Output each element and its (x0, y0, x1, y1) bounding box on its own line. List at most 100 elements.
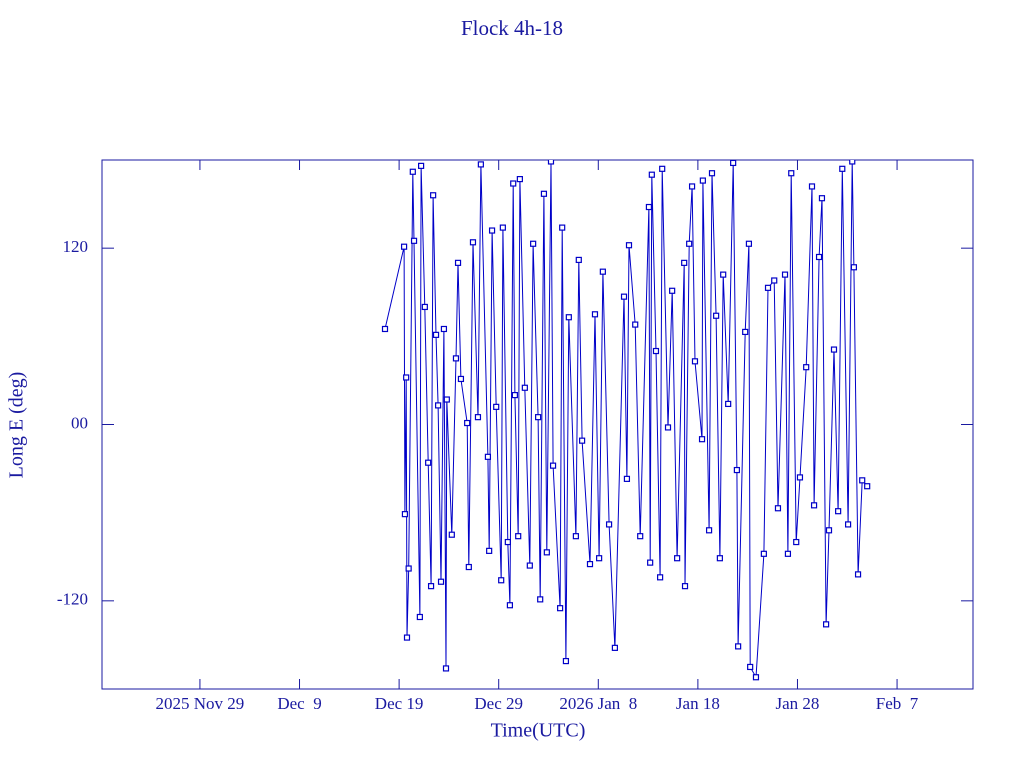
data-point (425, 459, 432, 466)
data-point (427, 583, 435, 590)
data-point (591, 311, 599, 318)
data-point (488, 227, 496, 234)
data-point (725, 400, 732, 408)
data-point (745, 240, 753, 247)
data-point (537, 596, 544, 603)
x-tick-label: Jan 18 (676, 694, 720, 713)
data-point (477, 161, 484, 168)
data-point (657, 574, 664, 581)
data-point (669, 287, 676, 294)
data-point (854, 571, 862, 578)
data-point (760, 550, 767, 557)
data-point (659, 165, 666, 172)
data-point (652, 347, 660, 355)
data-point (742, 328, 749, 336)
data-point (435, 402, 442, 409)
data-point (530, 240, 537, 247)
x-tick-label: Dec 19 (375, 694, 424, 713)
data-point (815, 253, 823, 261)
data-point (381, 325, 389, 333)
data-point (410, 237, 418, 244)
data-point (625, 242, 633, 249)
data-point (493, 403, 500, 410)
data-point (596, 555, 603, 562)
data-point (648, 171, 655, 178)
data-point (465, 563, 472, 571)
data-point (464, 419, 471, 427)
data-point (506, 602, 514, 609)
data-point (788, 170, 795, 177)
data-line (384, 161, 868, 679)
data-point (403, 634, 411, 641)
data-point (699, 177, 706, 184)
data-point (432, 331, 440, 338)
data-point (535, 414, 542, 421)
data-point (454, 259, 462, 266)
data-point (409, 168, 416, 175)
data-point (611, 644, 618, 651)
data-point (623, 475, 631, 482)
data-point (543, 549, 550, 556)
data-point (421, 303, 428, 311)
data-point (504, 538, 511, 546)
data-point (839, 165, 846, 172)
data-point (515, 533, 522, 540)
data-point (401, 511, 409, 518)
data-point (810, 502, 818, 509)
data-point (825, 527, 833, 534)
data-point (557, 605, 564, 612)
data-point (620, 293, 628, 300)
data-point (457, 375, 465, 383)
data-point (443, 396, 450, 403)
data-point (752, 674, 760, 681)
data-point (575, 256, 582, 264)
data-point (864, 483, 871, 490)
data-point (440, 325, 448, 333)
data-point (579, 437, 586, 444)
data-point (484, 453, 492, 460)
y-tick-label: -120 (57, 590, 88, 609)
x-tick-label: Feb 7 (876, 694, 919, 713)
data-point (764, 284, 772, 291)
plot-area (381, 160, 871, 681)
data-point (681, 583, 689, 590)
data-point (430, 192, 437, 199)
data-point (516, 176, 523, 183)
data-point (526, 562, 533, 569)
data-point (448, 531, 455, 538)
x-tick-label: 2026 Jan 8 (559, 694, 637, 713)
data-point (688, 183, 696, 190)
x-axis-label: Time(UTC) (491, 720, 586, 742)
data-point (599, 268, 606, 275)
data-point (784, 550, 792, 557)
data-point (747, 663, 754, 671)
x-tick-label: 2025 Nov 29 (156, 694, 245, 713)
data-point (586, 560, 594, 568)
data-point (698, 436, 706, 443)
data-point (499, 224, 506, 231)
x-tick-label: Jan 28 (776, 694, 820, 713)
data-point (400, 243, 408, 250)
data-point (510, 180, 517, 187)
data-point (859, 477, 866, 484)
data-point (547, 160, 555, 165)
data-point (632, 321, 639, 328)
data-point (796, 474, 804, 481)
data-point (716, 555, 723, 562)
data-point (850, 264, 858, 271)
data-point (511, 392, 518, 399)
y-axis-label: Long E (deg) (6, 372, 28, 479)
data-point (549, 462, 557, 469)
data-point (849, 160, 856, 165)
data-point (572, 533, 579, 540)
data-point (733, 466, 740, 474)
data-point (793, 538, 800, 546)
data-point (681, 259, 688, 266)
data-point (403, 374, 410, 381)
data-point (774, 505, 782, 512)
data-point (720, 271, 727, 278)
data-point (498, 577, 505, 584)
data-point (452, 355, 460, 362)
